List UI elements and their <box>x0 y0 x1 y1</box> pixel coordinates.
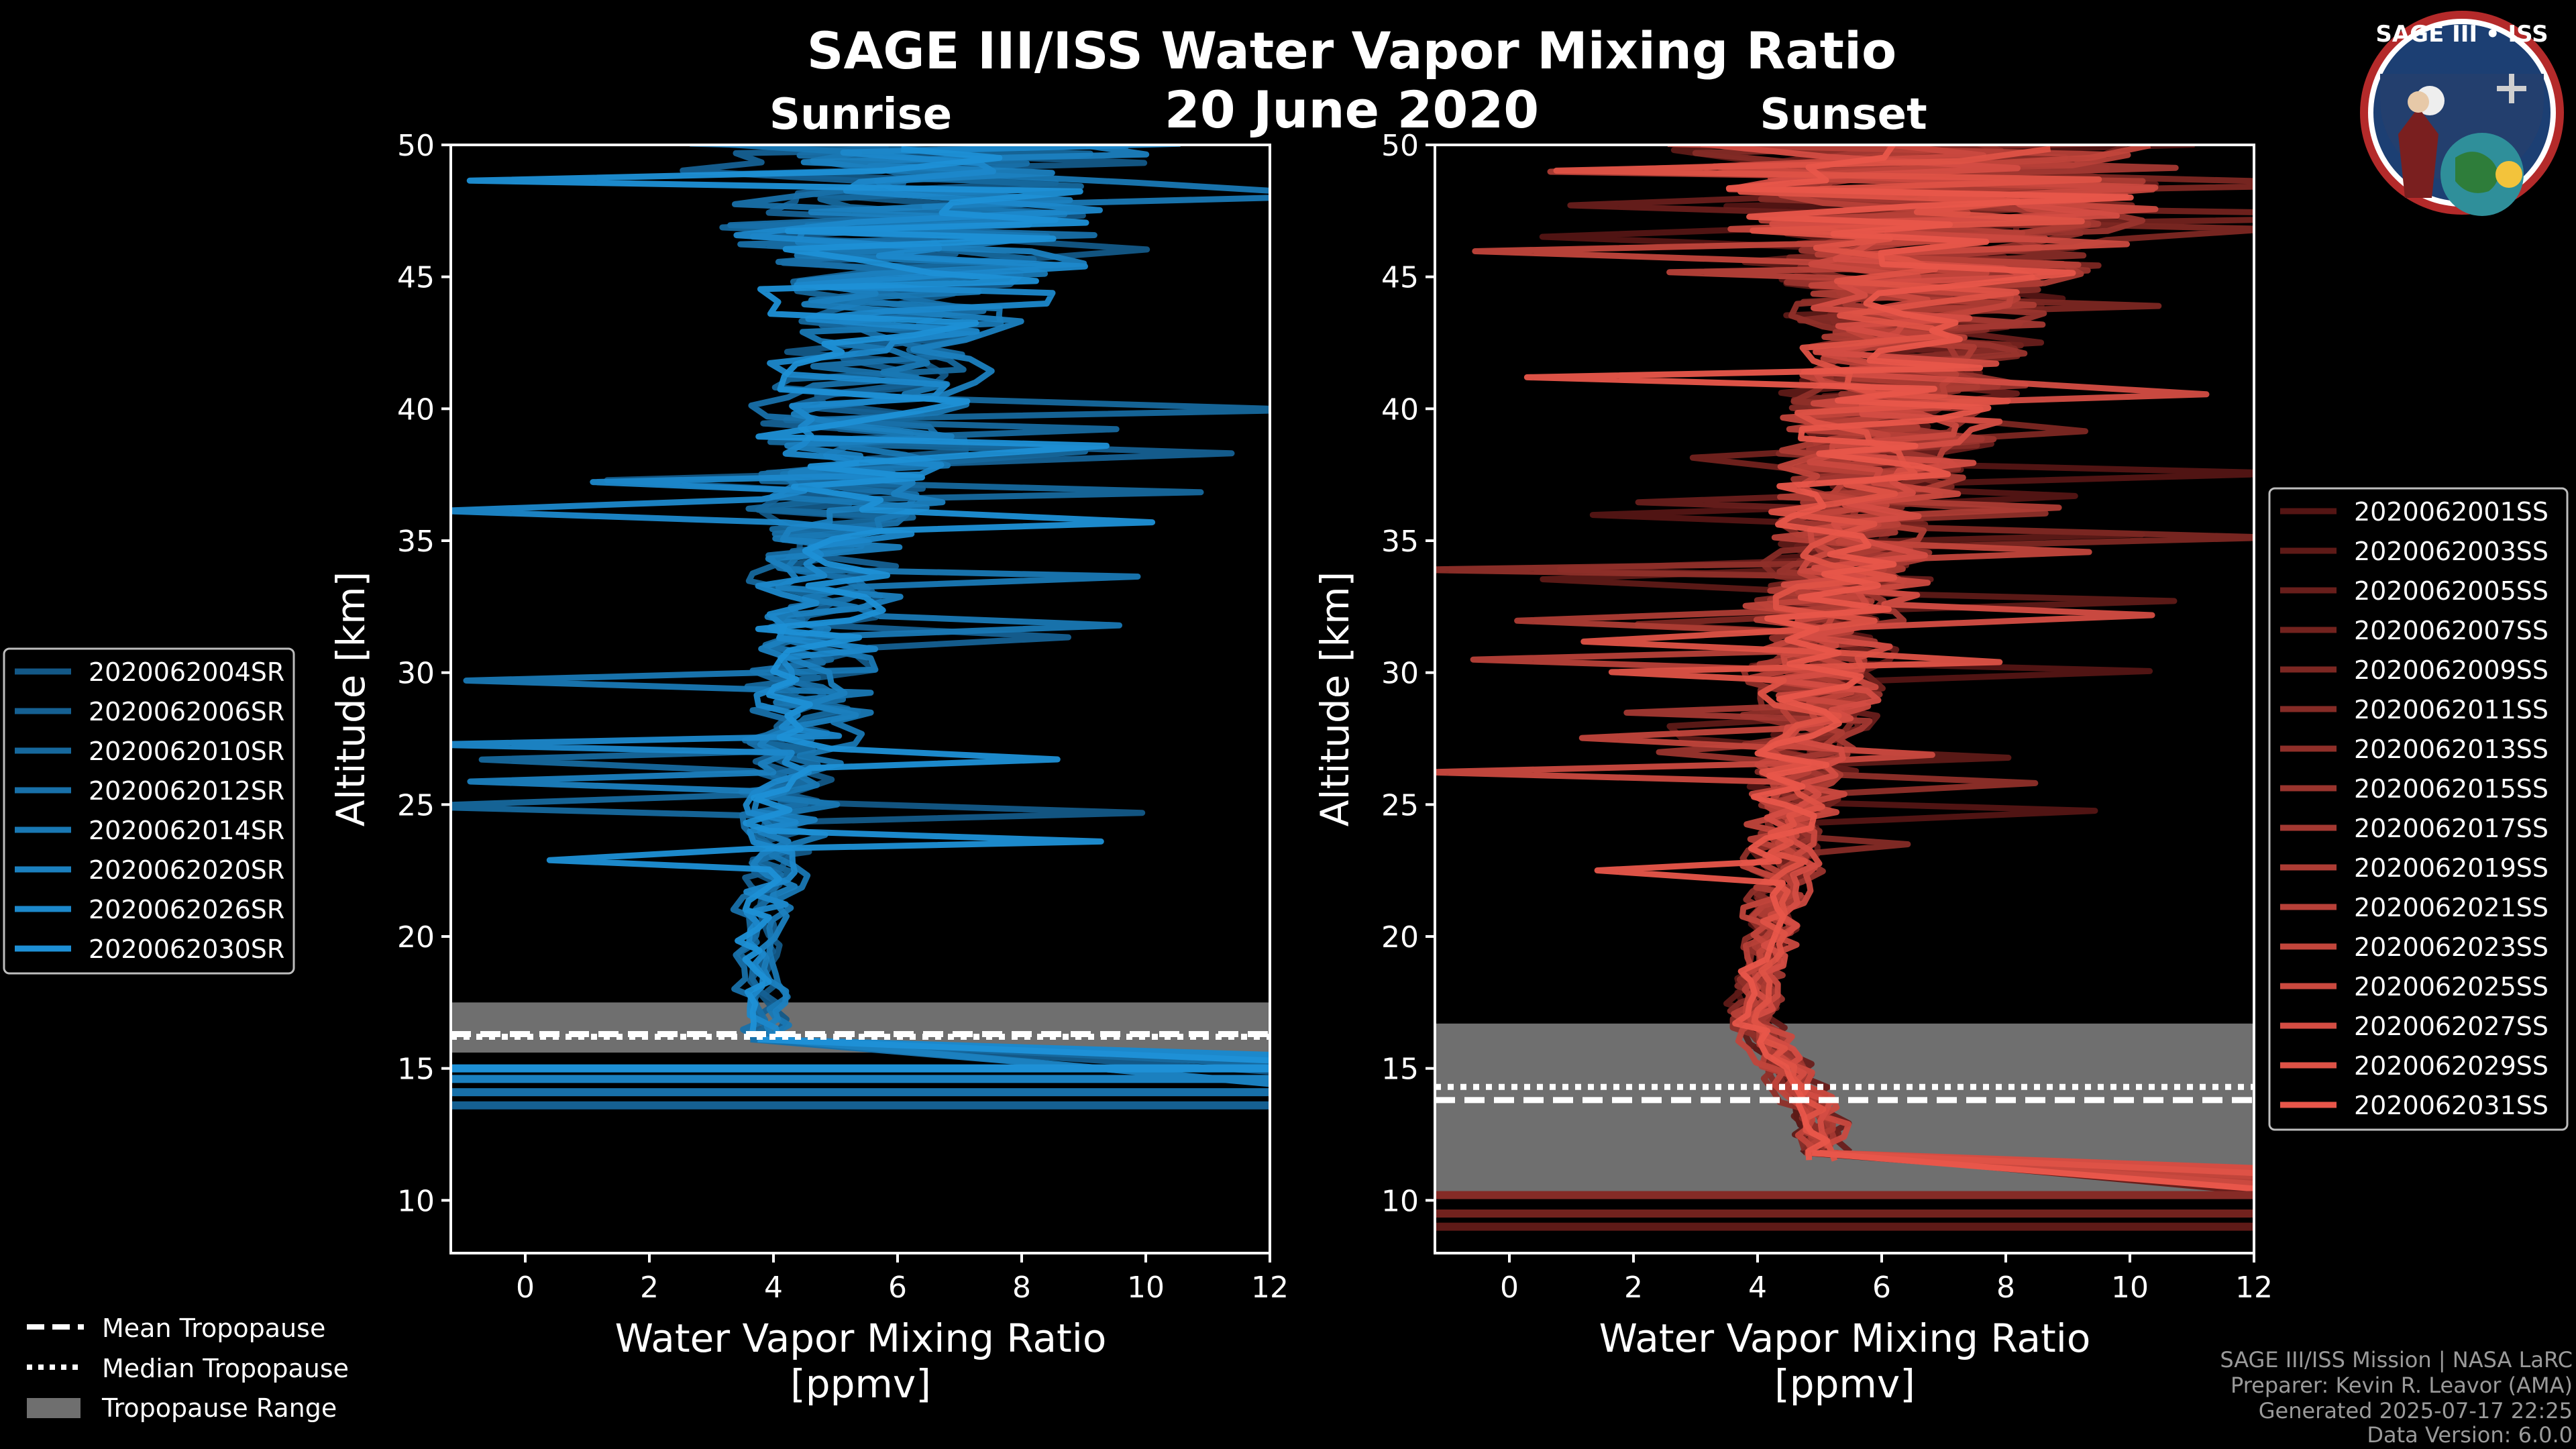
legend-entry: 2020062021SS <box>2354 893 2548 922</box>
x-tick-label: 10 <box>1127 1271 1165 1305</box>
credits: SAGE III/ISS Mission | NASA LaRC Prepare… <box>2220 1347 2573 1448</box>
y-axis-label: Altitude [km] <box>1312 572 1358 826</box>
sunrise-legend: 2020062004SR 2020062006SR 2020062010SR 2020… <box>3 647 295 975</box>
y-tick-label: 30 <box>1381 657 1419 691</box>
y-tick-label: 50 <box>1381 129 1419 163</box>
sunrise-panel: 0 2 4 6 8 10 12 10 15 20 25 30 35 40 45 50 Altitude [km]… <box>328 129 1289 1407</box>
legend-entry: 2020062015SS <box>2354 774 2548 804</box>
y-tick-label: 50 <box>397 129 435 163</box>
axes-frame <box>1434 144 2255 1254</box>
x-tick-label: 12 <box>1251 1271 1289 1305</box>
x-axis-label: [ppmv] <box>790 1361 931 1407</box>
profiles-group <box>1435 145 2254 1231</box>
legend-entry: 2020062025SS <box>2354 972 2548 1002</box>
legend-entry: 2020062019SS <box>2354 853 2548 883</box>
x-tick-label: 6 <box>888 1271 907 1305</box>
legend-entry: 2020062012SR <box>89 776 284 806</box>
legend-entry: 2020062013SS <box>2354 735 2548 764</box>
figure-title: SAGE III/ISS Water Vapor Mixing Ratio <box>807 21 1897 80</box>
profile-tail-2020062030SR <box>757 1036 1270 1064</box>
legend-entry: 2020062003SS <box>2354 537 2548 566</box>
legend-entry: 2020062005SS <box>2354 576 2548 606</box>
credit-line: SAGE III/ISS Mission | NASA LaRC <box>2220 1347 2573 1373</box>
profile-tail-2020062031SS <box>1811 1150 2254 1192</box>
y-tick-label: 10 <box>1381 1184 1419 1218</box>
legend-entry: 2020062031SS <box>2354 1091 2548 1120</box>
legend-entry: 2020062027SS <box>2354 1012 2548 1041</box>
profile-2020062030SR <box>466 146 1156 1036</box>
legend-entry: 2020062026SR <box>89 895 284 924</box>
x-axis-label: Water Vapor Mixing Ratio <box>615 1316 1107 1361</box>
x-tick-label: 12 <box>2235 1271 2273 1305</box>
legend-entry: 2020062030SR <box>89 934 284 964</box>
tropopause-legend: Mean Tropopause Median Tropopause Tropop… <box>27 1313 349 1423</box>
x-tick-label: 4 <box>1748 1271 1767 1305</box>
x-tick-label: 6 <box>1872 1271 1891 1305</box>
x-tick-label: 0 <box>1500 1271 1519 1305</box>
legend-entry: 2020062017SS <box>2354 814 2548 843</box>
y-tick-label: 30 <box>397 657 435 691</box>
legend-entry: 2020062029SS <box>2354 1051 2548 1081</box>
y-tick-label: 25 <box>397 788 435 822</box>
y-tick-label: 20 <box>397 920 435 955</box>
tropopause-range-swatch <box>27 1398 80 1418</box>
legend-box <box>3 647 295 975</box>
credit-line: Preparer: Kevin R. Leavor (AMA) <box>2231 1373 2573 1398</box>
profile-2020062020SR <box>467 145 1150 1038</box>
sunrise-panel-title: Sunrise <box>769 90 952 140</box>
sunset-panel-title: Sunset <box>1760 90 1927 140</box>
x-tick-label: 8 <box>1012 1271 1031 1305</box>
y-tick-label: 15 <box>1381 1053 1419 1087</box>
x-tick-label: 2 <box>640 1271 659 1305</box>
y-tick-label: 20 <box>1381 920 1419 955</box>
x-tick-label: 0 <box>516 1271 535 1305</box>
credit-line: Data Version: 6.0.0 <box>2367 1422 2573 1448</box>
y-axis-label: Altitude [km] <box>328 572 374 826</box>
y-tick-label: 45 <box>397 261 435 295</box>
x-tick-label: 8 <box>1996 1271 2015 1305</box>
profile-2020062031SS <box>1523 145 2134 1161</box>
y-tick-label: 40 <box>1381 392 1419 427</box>
legend-entry: 2020062001SS <box>2354 497 2548 527</box>
credit-line: Generated 2025-07-17 22:25 <box>2259 1398 2573 1424</box>
sun-icon <box>2496 161 2522 188</box>
legend-entry: 2020062006SR <box>89 697 284 727</box>
x-tick-label: 4 <box>764 1271 783 1305</box>
legend-entry: 2020062020SR <box>89 855 284 885</box>
y-tick-label: 10 <box>397 1184 435 1218</box>
y-tick-label: 25 <box>1381 788 1419 822</box>
x-axis-label: Water Vapor Mixing Ratio <box>1599 1316 2091 1361</box>
mean-tropopause-label: Mean Tropopause <box>102 1313 325 1343</box>
y-tick-label: 35 <box>397 525 435 559</box>
profiles-group <box>451 145 1270 1110</box>
x-axis-label: [ppmv] <box>1774 1361 1915 1407</box>
sunset-panel: 0 2 4 6 8 10 12 10 15 20 25 30 35 40 45 50 Altitude [km]… <box>1312 129 2273 1407</box>
figure-date: 20 June 2020 <box>1165 80 1539 140</box>
y-tick-label: 15 <box>397 1053 435 1087</box>
sage-iii-iss-logo: SAGE III • ISS <box>2360 11 2564 216</box>
legend-entry: 2020062014SR <box>89 816 284 845</box>
median-tropopause-label: Median Tropopause <box>102 1354 349 1383</box>
sunset-legend: 2020062001SS 2020062003SS 2020062005SS 2020… <box>2268 487 2569 1131</box>
profile-tail-2020062029SS <box>1819 1150 2254 1177</box>
axes-frame <box>449 144 1271 1254</box>
y-tick-label: 40 <box>397 392 435 427</box>
tropopause-range-label: Tropopause Range <box>101 1393 337 1423</box>
y-tick-label: 35 <box>1381 525 1419 559</box>
y-tick-label: 45 <box>1381 261 1419 295</box>
x-tick-label: 10 <box>2111 1271 2149 1305</box>
x-tick-label: 2 <box>1624 1271 1643 1305</box>
legend-entry: 2020062010SR <box>89 737 284 766</box>
legend-entry: 2020062007SS <box>2354 616 2548 645</box>
logo-name: SAGE III • ISS <box>2375 21 2548 48</box>
legend-entry: 2020062004SR <box>89 657 284 687</box>
legend-entry: 2020062009SS <box>2354 655 2548 685</box>
legend-entry: 2020062011SS <box>2354 695 2548 724</box>
legend-entry: 2020062023SS <box>2354 932 2548 962</box>
legend-box <box>2268 487 2569 1131</box>
